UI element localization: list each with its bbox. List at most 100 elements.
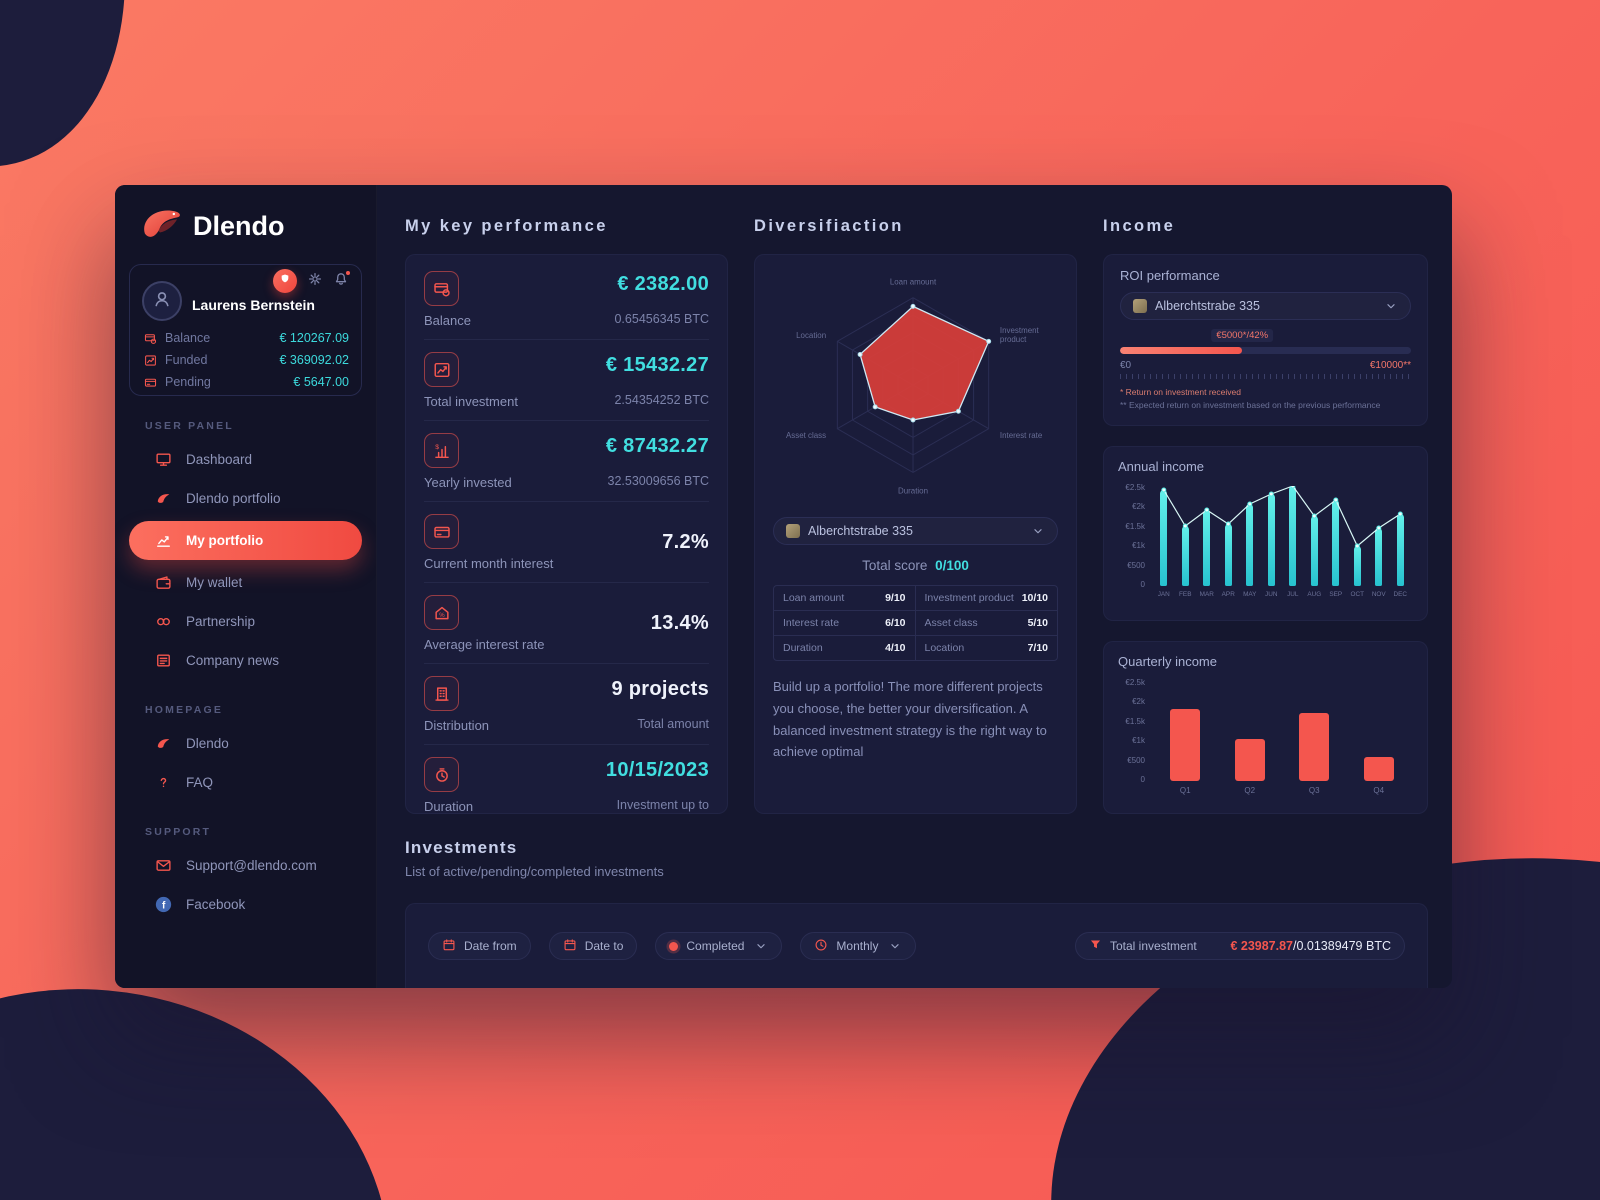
quarterly-income-plot xyxy=(1153,681,1411,781)
key-performance-title: My key performance xyxy=(405,217,608,235)
main-content: My key performance Balance € 2382.00 0.6… xyxy=(377,185,1452,988)
kp-value: 13.4% xyxy=(650,612,709,634)
total-score: Total score 0/100 xyxy=(773,558,1058,573)
kp-value: € 2382.00 xyxy=(617,273,709,295)
period-filter-dropdown[interactable]: Monthly xyxy=(800,932,917,960)
dashboard-window: Dlendo Laurens Bernstein Balance € 120267… xyxy=(115,185,1452,988)
svg-text:$: $ xyxy=(435,443,439,450)
sidebar-item-my-portfolio[interactable]: My portfolio xyxy=(129,521,362,560)
kp-value: € 87432.27 xyxy=(605,435,709,457)
news-icon xyxy=(157,654,170,667)
investments-subtitle: List of active/pending/completed investm… xyxy=(405,864,664,879)
balance-icon xyxy=(144,332,157,345)
date-from-filter[interactable]: Date from xyxy=(428,932,531,960)
avatar[interactable] xyxy=(142,281,182,321)
building-icon xyxy=(434,686,449,701)
sidebar-item-label: Facebook xyxy=(186,897,246,912)
notifications-button[interactable] xyxy=(333,269,351,292)
roi-badge: €5000*/42% xyxy=(1211,329,1274,342)
kp-value: 10/15/2023 xyxy=(605,759,709,781)
roi-badge-row: €5000*/42% xyxy=(1120,329,1411,344)
score-value: 6/10 xyxy=(885,617,906,629)
card-coin-icon-box xyxy=(424,271,459,306)
quarterly-income-title: Quarterly income xyxy=(1118,654,1217,669)
profile-stat-funded: Funded € 369092.02 xyxy=(144,353,349,367)
status-dot-icon xyxy=(669,941,679,951)
annual-income-bar-apr xyxy=(1224,524,1232,586)
date-to-filter[interactable]: Date to xyxy=(548,932,638,960)
sidebar-item-company-news[interactable]: Company news xyxy=(115,641,376,680)
sidebar-item-facebook[interactable]: f Facebook xyxy=(115,885,376,924)
total-score-value: 0/100 xyxy=(935,558,969,573)
chevron-down-icon xyxy=(757,944,766,949)
card-coin-icon xyxy=(433,282,450,296)
score-label: Investment product xyxy=(924,592,1014,604)
kp-sub: 2.54354252 BTC xyxy=(614,393,709,407)
score-label: Interest rate xyxy=(783,617,840,629)
profile-card: Laurens Bernstein Balance € 120267.09 Fund… xyxy=(129,264,362,396)
total-investment-label: Total investment xyxy=(1110,939,1197,953)
chart-up-icon-box xyxy=(424,352,459,387)
logo[interactable]: Dlendo xyxy=(115,185,376,260)
kp-label: Total investment xyxy=(424,394,518,409)
house-percent-icon: % xyxy=(434,606,449,619)
kp-right: 10/15/2023 Investment up to xyxy=(605,757,709,813)
investments-card: Date from Date to Completed xyxy=(405,903,1428,988)
kp-label: Average interest rate xyxy=(424,637,545,652)
score-value: 5/10 xyxy=(1027,617,1048,629)
sidebar-item-label: My wallet xyxy=(186,575,243,590)
sidebar-item-dashboard[interactable]: Dashboard xyxy=(115,440,376,479)
funded-icon xyxy=(144,354,157,367)
kp-right: 13.4% xyxy=(651,595,709,652)
pending-icon xyxy=(144,376,157,389)
roi-footnote-1: * Return on investment received xyxy=(1120,387,1241,397)
chevron-down-icon-wrap xyxy=(888,939,902,953)
status-filter-dropdown[interactable]: Completed xyxy=(655,932,783,960)
annual-income-col-feb xyxy=(1175,486,1197,586)
quarterly-income-chart: €2.5k €2k €1.5k €1k €500 0 Q1 Q2 Q3 Q4 xyxy=(1118,678,1413,795)
quarterly-income-y-axis: €2.5k €2k €1.5k €1k €500 0 xyxy=(1125,678,1145,784)
sidebar-item-faq[interactable]: FAQ xyxy=(115,763,376,802)
annual-income-plot xyxy=(1153,486,1411,586)
filter-icon xyxy=(1090,940,1101,949)
total-eur-value: € 23987.87 xyxy=(1230,939,1293,953)
sidebar-item-dlendo-portfolio[interactable]: Dlendo portfolio xyxy=(115,479,376,518)
score-label: Duration xyxy=(783,642,823,654)
annual-income-bar-may xyxy=(1246,504,1254,586)
svg-text:%: % xyxy=(439,612,445,618)
total-investment-filter[interactable]: Total investment € 23987.87/0.01389479 B… xyxy=(1075,932,1405,960)
badge-button[interactable] xyxy=(273,269,297,293)
person-icon-wrap xyxy=(152,289,172,314)
diversification-dropdown-label: Alberchtstrabe 335 xyxy=(808,524,913,538)
annual-income-bar-sep xyxy=(1332,500,1340,586)
settings-button[interactable] xyxy=(307,271,323,292)
person-icon xyxy=(155,291,169,306)
sidebar-item-support-dlendo-com[interactable]: Support@dlendo.com xyxy=(115,846,376,885)
diversification-section: Diversifiaction Loan amount Investment pro… xyxy=(754,209,1077,814)
target-icon-box xyxy=(424,757,459,792)
property-thumb-icon xyxy=(1133,299,1147,313)
roi-property-dropdown[interactable]: Alberchtstrabe 335 xyxy=(1120,292,1411,320)
annual-income-bar-nov xyxy=(1375,528,1383,586)
stat-value: € 369092.02 xyxy=(279,353,349,367)
sidebar-item-partnership[interactable]: Partnership xyxy=(115,602,376,641)
annual-income-bars xyxy=(1153,486,1411,586)
quarterly-income-bar-q3 xyxy=(1299,713,1330,781)
kp-row-yearly-invested: $ Yearly invested € 87432.27 32.53009656… xyxy=(424,421,709,502)
mail-icon xyxy=(156,860,171,871)
chevron-down-icon xyxy=(1387,304,1395,309)
stat-label: Pending xyxy=(165,375,211,389)
annual-income-col-jun xyxy=(1261,486,1283,586)
stat-label: Funded xyxy=(165,353,208,367)
annual-income-plot-block: JAN FEB MAR APR MAY JUN JUL AUG SEP OCT NOV DEC xyxy=(1153,483,1413,598)
kp-row-distribution: Distribution 9 projects Total amount xyxy=(424,664,709,745)
diversification-card: Loan amount Investment product Interest rat… xyxy=(754,254,1077,814)
diversification-property-dropdown[interactable]: Alberchtstrabe 335 xyxy=(773,517,1058,545)
sidebar-item-dlendo[interactable]: Dlendo xyxy=(115,724,376,763)
annual-income-bar-mar xyxy=(1203,510,1211,586)
sidebar-item-my-wallet[interactable]: My wallet xyxy=(115,563,376,602)
shield-icon-wrap xyxy=(278,272,292,291)
annual-income-col-may xyxy=(1239,486,1261,586)
annual-income-col-nov xyxy=(1368,486,1390,586)
total-score-label: Total score xyxy=(862,558,928,573)
